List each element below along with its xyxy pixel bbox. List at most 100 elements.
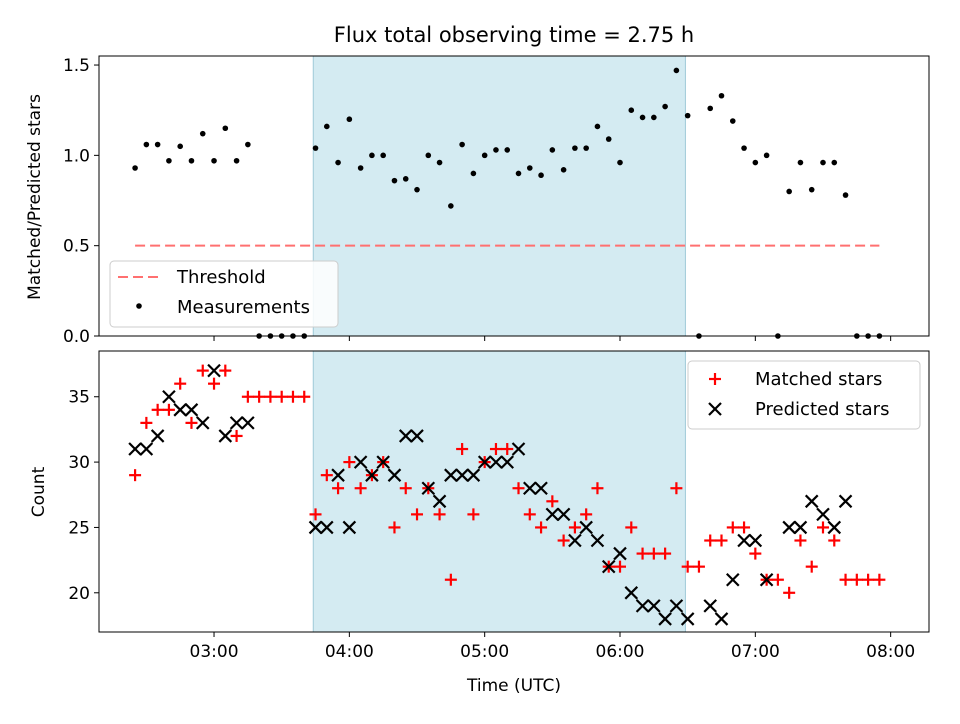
legend-predicted-label: Predicted stars — [755, 399, 889, 420]
matched-star-point — [681, 560, 694, 573]
matched-star-point — [738, 521, 751, 534]
predicted-star-point — [793, 520, 808, 535]
matched-star-point — [501, 443, 514, 456]
measurement-point — [729, 118, 736, 124]
predicted-star-point — [195, 416, 210, 430]
bottom-legend: Matched stars Predicted stars — [687, 360, 921, 430]
predicted-star-point — [556, 507, 571, 522]
matched-star-point — [129, 469, 142, 482]
predicted-star-point — [320, 520, 334, 535]
x-tick-label: 07:00 — [731, 642, 780, 662]
predicted-star-point — [139, 442, 154, 456]
matched-star-point — [241, 390, 254, 403]
measurement-point — [752, 159, 759, 166]
matched-star-point — [411, 508, 424, 521]
measurement-point — [594, 123, 601, 130]
y-tick-label: 20 — [68, 584, 90, 604]
measurement-point — [436, 159, 443, 166]
measurement-point — [560, 167, 567, 173]
predicted-star-point — [838, 494, 853, 509]
measurement-point — [177, 143, 183, 150]
predicted-star-point — [748, 533, 763, 548]
matched-star-point — [591, 482, 604, 495]
measurement-point — [188, 157, 195, 164]
matched-star-point — [433, 508, 446, 521]
measurement-point — [470, 170, 477, 177]
top-panel: 0.0 0.5 1.0 1.5 Flux total observing time =… — [25, 23, 930, 347]
predicted-star-point — [635, 599, 650, 613]
matched-star-point — [580, 508, 593, 521]
measurement-point — [526, 165, 533, 171]
predicted-star-point — [782, 520, 796, 535]
predicted-star-point — [804, 494, 819, 509]
matched-star-point — [320, 469, 333, 482]
measurement-point — [707, 105, 714, 112]
matched-star-point — [343, 456, 356, 469]
matched-star-point — [456, 443, 469, 456]
measurement-point — [763, 152, 770, 159]
matched-star-point — [557, 534, 570, 547]
measurement-point — [166, 157, 172, 164]
matched-star-point — [185, 416, 198, 429]
predicted-star-point — [455, 468, 469, 482]
predicted-star-point — [579, 520, 593, 535]
matched-star-point — [196, 364, 209, 377]
bottom-y-ticks: 20 25 30 35 — [68, 388, 99, 604]
predicted-star-point — [376, 455, 390, 469]
matched-star-point — [264, 390, 277, 403]
matched-star-point — [771, 573, 784, 586]
measurement-point — [628, 107, 635, 113]
predicted-star-point — [534, 481, 548, 496]
predicted-star-point — [590, 533, 605, 548]
measurement-point — [718, 92, 725, 99]
matched-star-point — [174, 377, 187, 390]
y-tick-label: 0.0 — [63, 327, 90, 347]
bottom-axes-frame — [98, 350, 930, 633]
measurement-point — [820, 159, 826, 166]
matched-star-point — [805, 560, 818, 573]
measurement-point — [369, 152, 375, 159]
predicted-star-point — [331, 468, 345, 482]
predicted-star-point — [613, 546, 627, 561]
measurement-point — [639, 114, 646, 121]
chart-title: Flux total observing time = 2.75 h — [334, 23, 694, 47]
matched-star-point — [828, 534, 841, 547]
matched-star-point — [794, 534, 807, 547]
measurement-point — [797, 159, 804, 166]
y-tick-label: 25 — [68, 518, 90, 538]
matched-star-point — [162, 403, 175, 416]
predicted-star-point — [207, 363, 221, 378]
measurement-point — [380, 152, 386, 159]
matched-star-point — [523, 508, 536, 521]
predicted-star-point — [658, 612, 672, 626]
matched-star-point — [726, 521, 739, 534]
measurement-point — [684, 112, 691, 119]
measurement-point — [651, 114, 657, 121]
x-tick-label: 08:00 — [866, 642, 915, 662]
top-legend: Threshold Measurements — [109, 260, 339, 328]
x-tick-label: 03:00 — [190, 642, 239, 662]
predicted-star-point — [150, 429, 165, 443]
predicted-star-point — [398, 429, 413, 443]
predicted-star-point — [410, 429, 424, 443]
matched-star-point — [332, 482, 345, 495]
measurement-point — [808, 186, 815, 193]
matched-star-point — [388, 521, 401, 534]
measurement-point — [312, 145, 319, 151]
x-axis-label: Time (UTC) — [466, 676, 561, 696]
matched-star-point — [625, 521, 638, 534]
measurement-point — [842, 192, 849, 198]
predicted-star-point — [173, 403, 187, 417]
predicted-star-point — [241, 416, 255, 430]
top-axes-frame — [98, 55, 930, 337]
top-y-axis-label: Matched/Predicted stars — [25, 94, 45, 300]
measurement-point — [414, 186, 420, 193]
matched-star-point — [873, 573, 886, 586]
measurement-point — [222, 125, 229, 132]
measurement-point — [199, 130, 206, 137]
measurement-point — [617, 159, 623, 166]
bottom-y-axis-label: Count — [29, 466, 49, 517]
matched-star-point — [208, 377, 221, 390]
matched-star-point — [568, 521, 581, 534]
